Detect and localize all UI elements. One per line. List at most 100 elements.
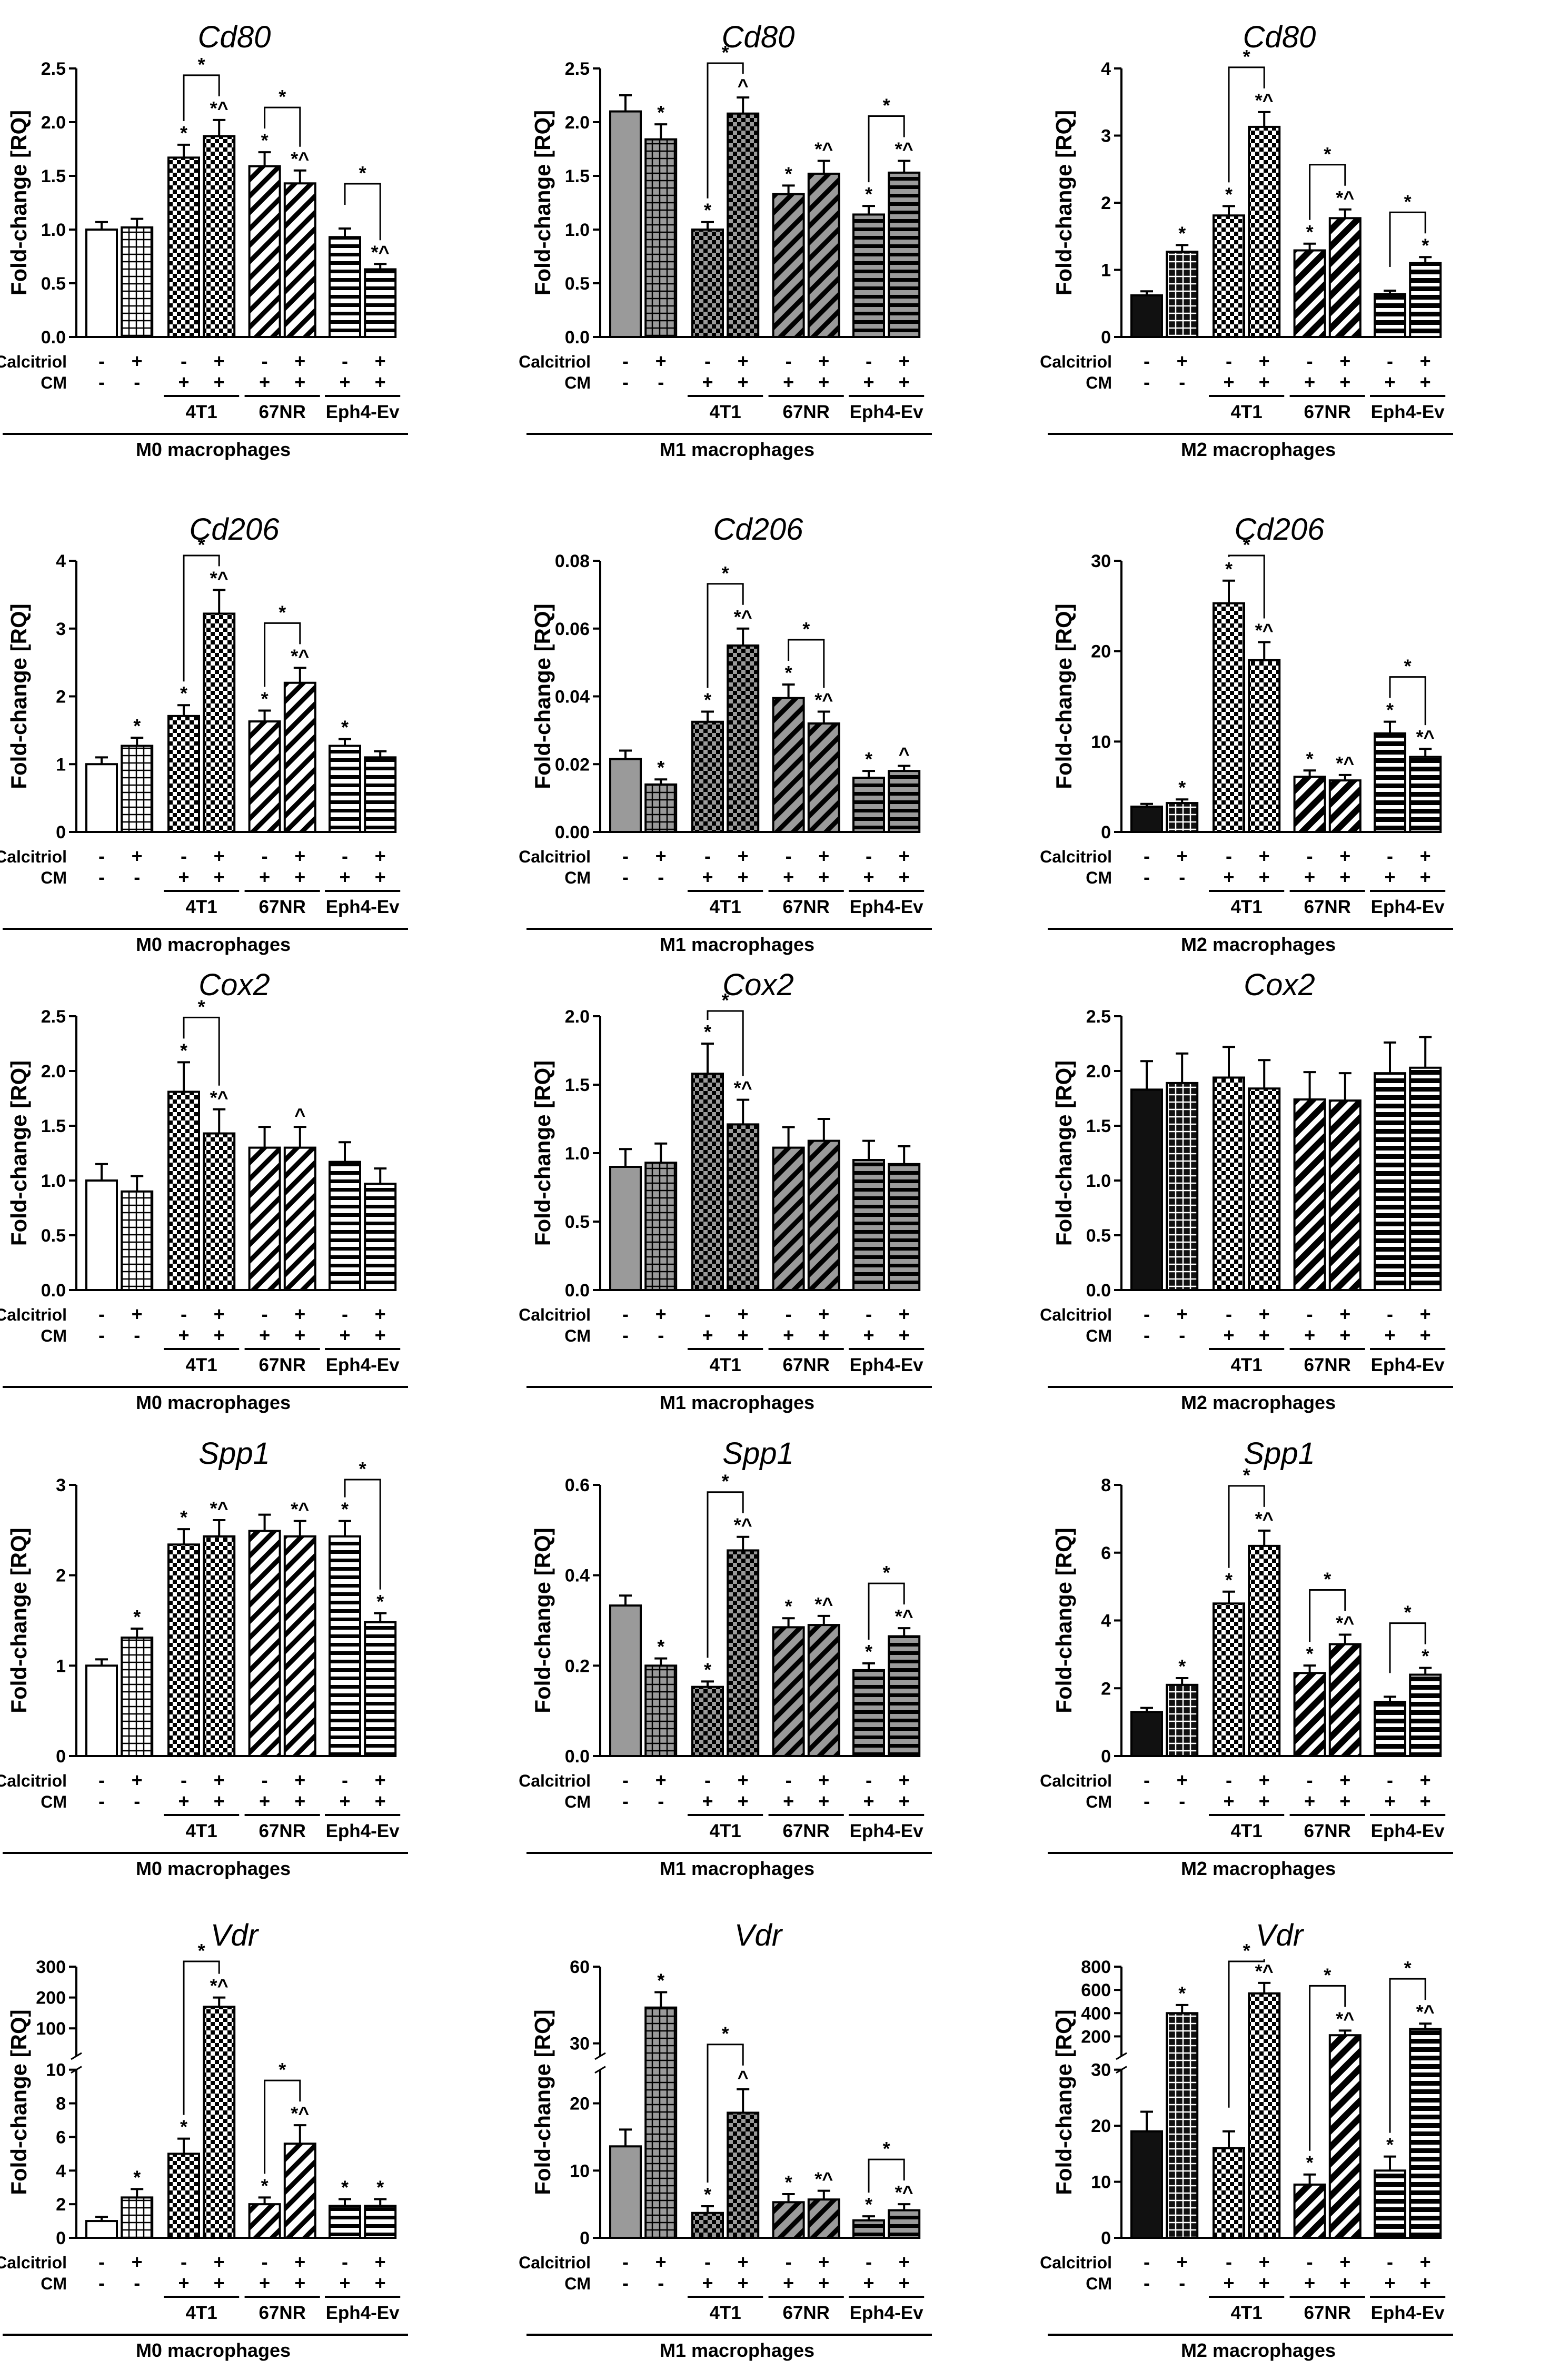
group-label: Eph4-Ev xyxy=(326,2303,400,2323)
cm-sign: + xyxy=(178,866,189,888)
cm-sign: - xyxy=(98,371,105,393)
y-axis-label: Fold-change [RQ] xyxy=(1051,110,1076,295)
cm-sign: + xyxy=(259,866,270,888)
calcitriol-sign: - xyxy=(1226,1303,1232,1325)
y-tick-label: 2 xyxy=(56,2195,66,2215)
group-label: 4T1 xyxy=(709,897,741,917)
significance-mark: *^ xyxy=(814,2168,833,2190)
bar xyxy=(248,165,281,338)
significance-mark: * xyxy=(180,2116,187,2138)
comparison-bracket xyxy=(264,106,301,147)
bar xyxy=(364,2205,397,2239)
significance-mark: *^ xyxy=(1416,726,1435,748)
calcitriol-sign: + xyxy=(1339,350,1350,372)
bar xyxy=(1166,802,1199,833)
calcitriol-sign: + xyxy=(655,350,667,372)
calcitriol-sign: - xyxy=(1144,350,1150,372)
cm-sign: + xyxy=(259,2272,270,2294)
row-label-calcitriol: Calcitriol xyxy=(1040,847,1112,866)
cm-sign: + xyxy=(783,1790,794,1812)
group-label: 67NR xyxy=(782,1355,829,1375)
comparison-bracket xyxy=(344,183,381,241)
row-label-calcitriol: Calcitriol xyxy=(1040,2253,1112,2272)
chart-title: Cox2 xyxy=(1244,968,1315,1002)
y-tick-label: 10 xyxy=(1091,2173,1111,2193)
cm-sign: + xyxy=(863,371,874,393)
bracket-mark: * xyxy=(279,2059,286,2080)
y-tick-label: 300 xyxy=(36,1957,66,1977)
macrophage-label: M1 macrophages xyxy=(660,1858,814,1879)
bar xyxy=(772,193,805,338)
bar xyxy=(691,2212,724,2239)
bar xyxy=(727,644,760,833)
comparison-bracket xyxy=(183,1016,220,1086)
cm-sign: - xyxy=(98,2272,105,2294)
calcitriol-sign: - xyxy=(866,350,872,372)
bracket-mark: * xyxy=(722,989,729,1011)
calcitriol-sign: - xyxy=(622,2251,629,2273)
calcitriol-sign: - xyxy=(181,845,187,867)
y-tick-label: 20 xyxy=(1091,642,1111,662)
cm-sign: + xyxy=(783,371,794,393)
y-tick-label: 0.5 xyxy=(565,274,590,294)
y-tick-label: 4 xyxy=(1101,1611,1111,1631)
group-label: 67NR xyxy=(782,402,829,422)
calcitriol-sign: + xyxy=(132,845,143,867)
significance-mark: *^ xyxy=(734,606,752,628)
calcitriol-sign: + xyxy=(294,1303,305,1325)
calcitriol-sign: - xyxy=(1307,350,1313,372)
significance-mark: ^ xyxy=(899,743,910,765)
calcitriol-sign: + xyxy=(655,1303,667,1325)
bar xyxy=(772,697,805,833)
cm-sign: + xyxy=(214,2272,225,2294)
calcitriol-sign: + xyxy=(818,1303,829,1325)
cm-sign: + xyxy=(294,1790,305,1812)
group-label: 4T1 xyxy=(185,2303,217,2323)
chart-title: Cd80 xyxy=(1243,20,1316,54)
calcitriol-sign: + xyxy=(1339,2251,1350,2273)
group-label: 4T1 xyxy=(709,1355,741,1375)
cm-sign: - xyxy=(622,1324,629,1346)
bar xyxy=(609,110,642,338)
calcitriol-sign: + xyxy=(214,2251,225,2273)
calcitriol-sign: + xyxy=(375,350,386,372)
calcitriol-sign: - xyxy=(98,2251,105,2273)
bar xyxy=(364,1183,397,1291)
significance-mark: * xyxy=(1178,777,1186,798)
calcitriol-sign: + xyxy=(214,1769,225,1791)
bracket-mark: * xyxy=(1404,191,1412,212)
bar xyxy=(1409,2028,1442,2239)
cm-sign: + xyxy=(863,1790,874,1812)
macrophage-label: M2 macrophages xyxy=(1181,2339,1336,2361)
y-tick-label: 0.6 xyxy=(565,1475,590,1495)
bracket-mark: * xyxy=(1243,1940,1250,1961)
bar xyxy=(203,1535,236,1758)
group-label: 67NR xyxy=(259,402,305,422)
row-label-cm: CM xyxy=(564,868,591,887)
cm-sign: - xyxy=(622,2272,629,2294)
significance-mark: *^ xyxy=(291,1499,309,1520)
calcitriol-sign: + xyxy=(132,2251,143,2273)
significance-mark: * xyxy=(865,183,872,205)
cm-sign: + xyxy=(863,2272,874,2294)
significance-mark: * xyxy=(704,200,711,221)
bar xyxy=(1130,1088,1163,1292)
calcitriol-sign: + xyxy=(132,1769,143,1791)
row-label-cm: CM xyxy=(41,1326,67,1345)
bracket-mark: * xyxy=(359,1458,366,1480)
cm-sign: - xyxy=(658,866,664,888)
y-axis-label: Fold-change [RQ] xyxy=(6,603,31,789)
cm-sign: + xyxy=(214,371,225,393)
y-tick-label: 20 xyxy=(1091,2116,1111,2136)
bar xyxy=(121,1190,154,1292)
y-tick-label: 0.06 xyxy=(555,619,590,639)
y-tick-label: 10 xyxy=(46,2060,66,2080)
calcitriol-sign: + xyxy=(375,1769,386,1791)
significance-mark: * xyxy=(704,1021,711,1043)
cm-sign: + xyxy=(339,1790,350,1812)
bar xyxy=(807,722,840,833)
cm-sign: - xyxy=(134,1324,140,1346)
significance-mark: *^ xyxy=(1336,1612,1354,1634)
cm-sign: + xyxy=(702,1324,713,1346)
